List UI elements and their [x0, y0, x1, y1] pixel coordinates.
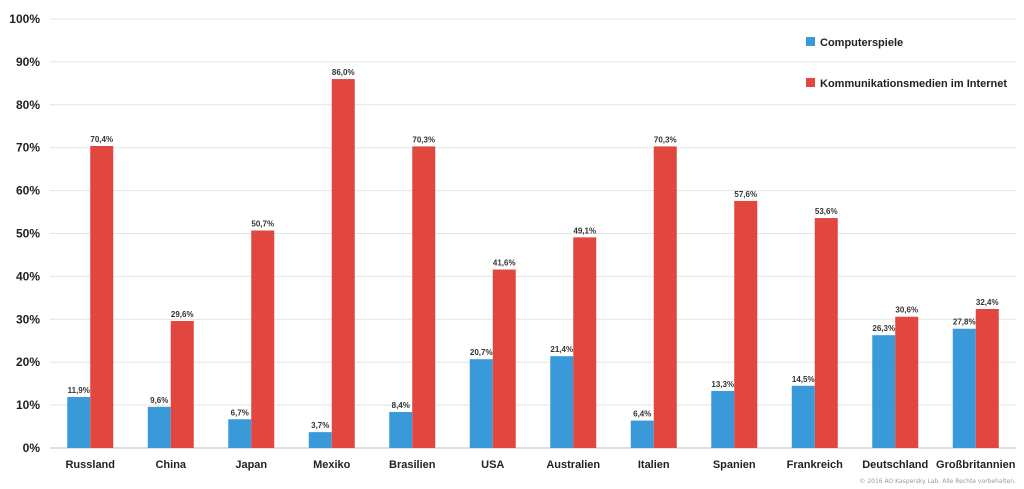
x-tick-label: USA	[481, 459, 504, 471]
y-tick-label: 80%	[16, 98, 40, 112]
x-tick-label: Brasilien	[389, 459, 436, 471]
data-label: 57,6%	[734, 190, 757, 199]
legend-swatch	[806, 78, 815, 87]
y-tick-label: 100%	[9, 12, 40, 26]
x-tick-label: Frankreich	[787, 459, 844, 471]
chart-bars	[67, 79, 999, 448]
x-tick-label: Spanien	[713, 459, 756, 471]
data-label: 41,6%	[493, 259, 516, 268]
bar-kommunikationsmedien	[170, 321, 194, 448]
data-label: 53,6%	[815, 207, 838, 216]
bar-kommunikationsmedien	[814, 218, 838, 448]
y-tick-label: 60%	[16, 184, 40, 198]
data-label: 14,5%	[792, 375, 815, 384]
bar-kommunikationsmedien	[90, 145, 114, 448]
data-label: 29,6%	[171, 310, 194, 319]
data-label: 3,7%	[311, 421, 329, 430]
bar-kommunikationsmedien	[653, 146, 677, 448]
bar-computerspiele	[469, 359, 493, 448]
bar-computerspiele	[67, 396, 91, 448]
data-label: 32,4%	[976, 298, 999, 307]
x-tick-label: Australien	[546, 459, 600, 471]
data-label: 49,1%	[573, 226, 596, 235]
data-label: 8,4%	[392, 401, 410, 410]
data-label: 70,4%	[90, 135, 113, 144]
x-tick-label: Mexiko	[313, 459, 351, 471]
bar-kommunikationsmedien	[331, 79, 355, 448]
chart-gridlines	[50, 18, 1016, 449]
y-axis: 0% 10% 20% 30% 40% 50% 60% 70% 80% 90% 100%	[9, 12, 40, 455]
y-tick-label: 20%	[16, 355, 40, 369]
bar-computerspiele	[952, 328, 976, 448]
x-axis: Russland China Japan Mexiko Brasilien USA Aust…	[65, 459, 1015, 471]
bar-kommunikationsmedien	[573, 237, 597, 448]
bar-kommunikationsmedien	[412, 146, 436, 448]
bar-computerspiele	[711, 390, 735, 448]
x-tick-label: Japan	[235, 459, 267, 471]
bar-computerspiele	[550, 356, 574, 448]
bar-computerspiele	[308, 432, 332, 448]
y-tick-label: 40%	[16, 269, 40, 283]
y-tick-label: 0%	[23, 441, 41, 455]
legend-swatch	[806, 37, 815, 46]
bar-computerspiele	[147, 406, 171, 448]
data-label: 20,7%	[470, 348, 493, 357]
x-tick-label: Italien	[638, 459, 670, 471]
legend-label: Computerspiele	[820, 37, 903, 49]
bar-kommunikationsmedien	[895, 316, 919, 448]
x-tick-label: Deutschland	[862, 459, 928, 471]
y-tick-label: 50%	[16, 227, 40, 241]
data-label: 6,4%	[633, 410, 651, 419]
bar-computerspiele	[228, 419, 252, 448]
data-label: 70,3%	[654, 135, 677, 144]
data-labels: 11,9% 70,4% 9,6% 29,6% 6,7% 50,7% 3,7% 86,0% 8,4…	[68, 68, 999, 430]
data-label: 50,7%	[251, 219, 274, 228]
data-label: 70,3%	[412, 135, 435, 144]
chart-legend: Computerspiele Kommunikationsmedien im In…	[806, 37, 1007, 90]
copyright-notice: © 2016 AO Kaspersky Lab. Alle Rechte vor…	[859, 478, 1016, 485]
bar-kommunikationsmedien	[734, 200, 758, 448]
data-label: 30,6%	[895, 306, 918, 315]
x-tick-label: China	[155, 459, 186, 471]
bar-computerspiele	[872, 335, 896, 448]
bar-computerspiele	[630, 420, 654, 448]
y-tick-label: 90%	[16, 55, 40, 69]
data-label: 86,0%	[332, 68, 355, 77]
bar-kommunikationsmedien	[251, 230, 275, 448]
y-tick-label: 70%	[16, 141, 40, 155]
data-label: 6,7%	[231, 408, 249, 417]
x-tick-label: Russland	[65, 459, 115, 471]
legend-label: Kommunikationsmedien im Internet	[820, 78, 1007, 90]
data-label: 9,6%	[150, 396, 168, 405]
data-label: 13,3%	[711, 380, 734, 389]
bar-kommunikationsmedien	[975, 309, 999, 448]
data-label: 27,8%	[953, 318, 976, 327]
data-label: 21,4%	[550, 345, 573, 354]
bar-computerspiele	[791, 385, 815, 448]
x-tick-label: Großbritannien	[936, 459, 1016, 471]
y-tick-label: 10%	[16, 398, 40, 412]
bar-kommunikationsmedien	[492, 269, 516, 448]
y-tick-label: 30%	[16, 312, 40, 326]
data-label: 26,3%	[872, 324, 895, 333]
data-label: 11,9%	[68, 386, 90, 395]
bar-computerspiele	[389, 411, 413, 448]
